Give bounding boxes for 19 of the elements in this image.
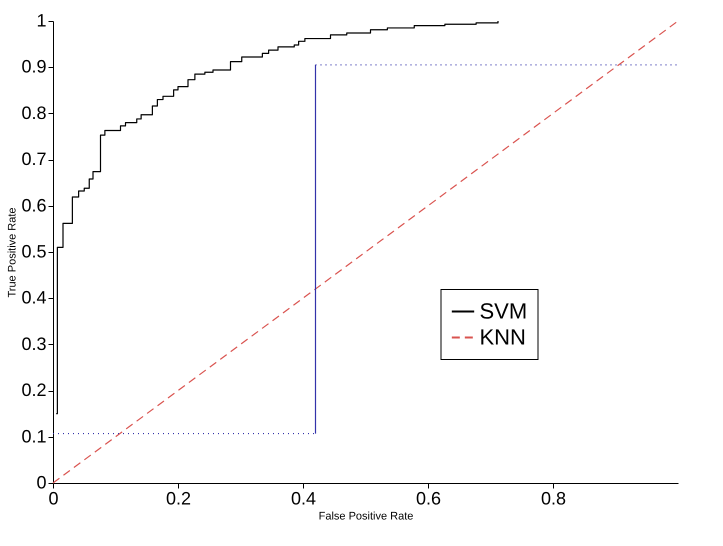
x-tick-label: 0.8 [540, 488, 566, 508]
y-tick-label: 0.2 [21, 380, 46, 400]
x-tick-label: 0.2 [166, 488, 192, 508]
y-tick-label: 0.7 [21, 149, 46, 170]
legend-label: KNN [480, 324, 526, 350]
y-tick-label: 0 [36, 472, 46, 492]
y-tick-label: 0.1 [21, 426, 46, 446]
y-tick-label: 1 [36, 10, 46, 30]
y-tick-label: 0.5 [21, 242, 46, 262]
y-tick-label: 0.4 [21, 288, 46, 308]
y-tick-label: 0.9 [21, 56, 46, 77]
x-tick-label: 0.4 [290, 488, 316, 508]
legend-label: SVM [480, 298, 528, 324]
y-tick-label: 0.8 [21, 102, 46, 123]
y-tick-label: 0.3 [21, 334, 46, 354]
y-axis-title: True Positive Rate [6, 207, 18, 298]
y-tick-label: 0.6 [21, 195, 46, 216]
x-tick-label: 0.6 [416, 488, 442, 508]
x-axis-title: False Positive Rate [318, 510, 414, 522]
